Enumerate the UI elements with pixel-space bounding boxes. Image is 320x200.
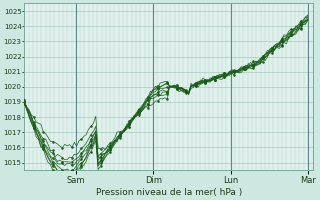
X-axis label: Pression niveau de la mer( hPa ): Pression niveau de la mer( hPa ) [95, 188, 242, 197]
